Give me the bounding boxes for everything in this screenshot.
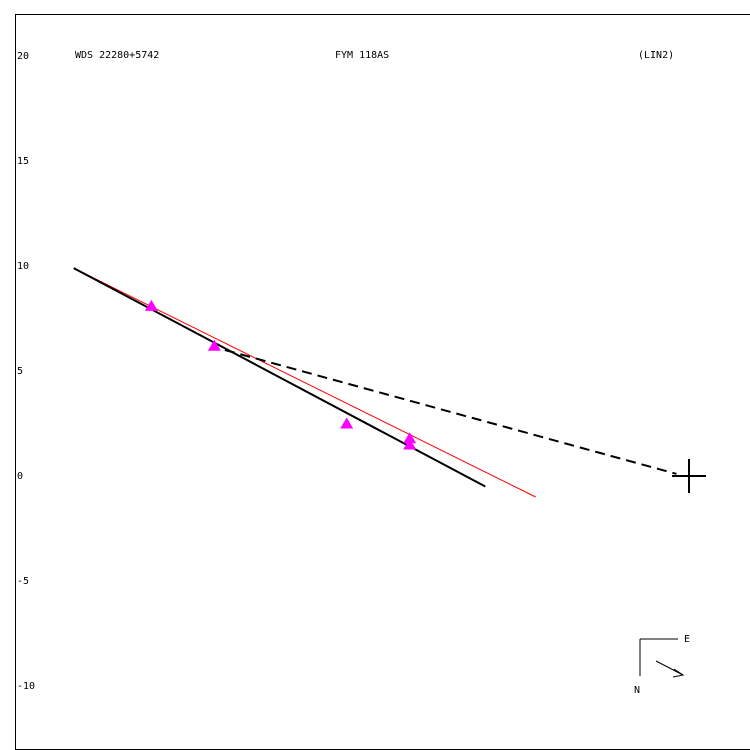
motion-arrow-shaft (655, 660, 684, 676)
header-center-label: FYM 118AS (335, 50, 389, 61)
y-tick-label: 15 (17, 156, 29, 167)
y-tick-label: 0 (17, 471, 23, 482)
primary-star-marker (672, 459, 706, 493)
y-tick-label: -10 (17, 681, 35, 692)
observation-point (403, 438, 417, 450)
observation-point (403, 432, 417, 444)
east-label: E (684, 634, 690, 645)
observation-point (144, 299, 158, 311)
motion-arrow-head-icon (672, 668, 685, 678)
fit-line-black (73, 267, 486, 488)
y-tick-labels: 20 15 10 5 0 -5 -10 (17, 51, 35, 692)
dashed-line (224, 349, 677, 475)
fit-line-red (73, 267, 536, 498)
y-tick-label: 5 (17, 366, 23, 377)
observation-point (340, 417, 354, 429)
observation-point (207, 339, 221, 351)
y-tick-label: 10 (17, 261, 29, 272)
y-tick-label: -5 (17, 576, 29, 587)
orientation-indicator: E N (634, 634, 690, 696)
header-left-label: WDS 22280+5742 (75, 50, 159, 61)
observation-points (144, 299, 417, 450)
y-tick-label: 20 (17, 51, 29, 62)
header-right-label: (LIN2) (638, 50, 674, 61)
north-label: N (634, 685, 640, 696)
